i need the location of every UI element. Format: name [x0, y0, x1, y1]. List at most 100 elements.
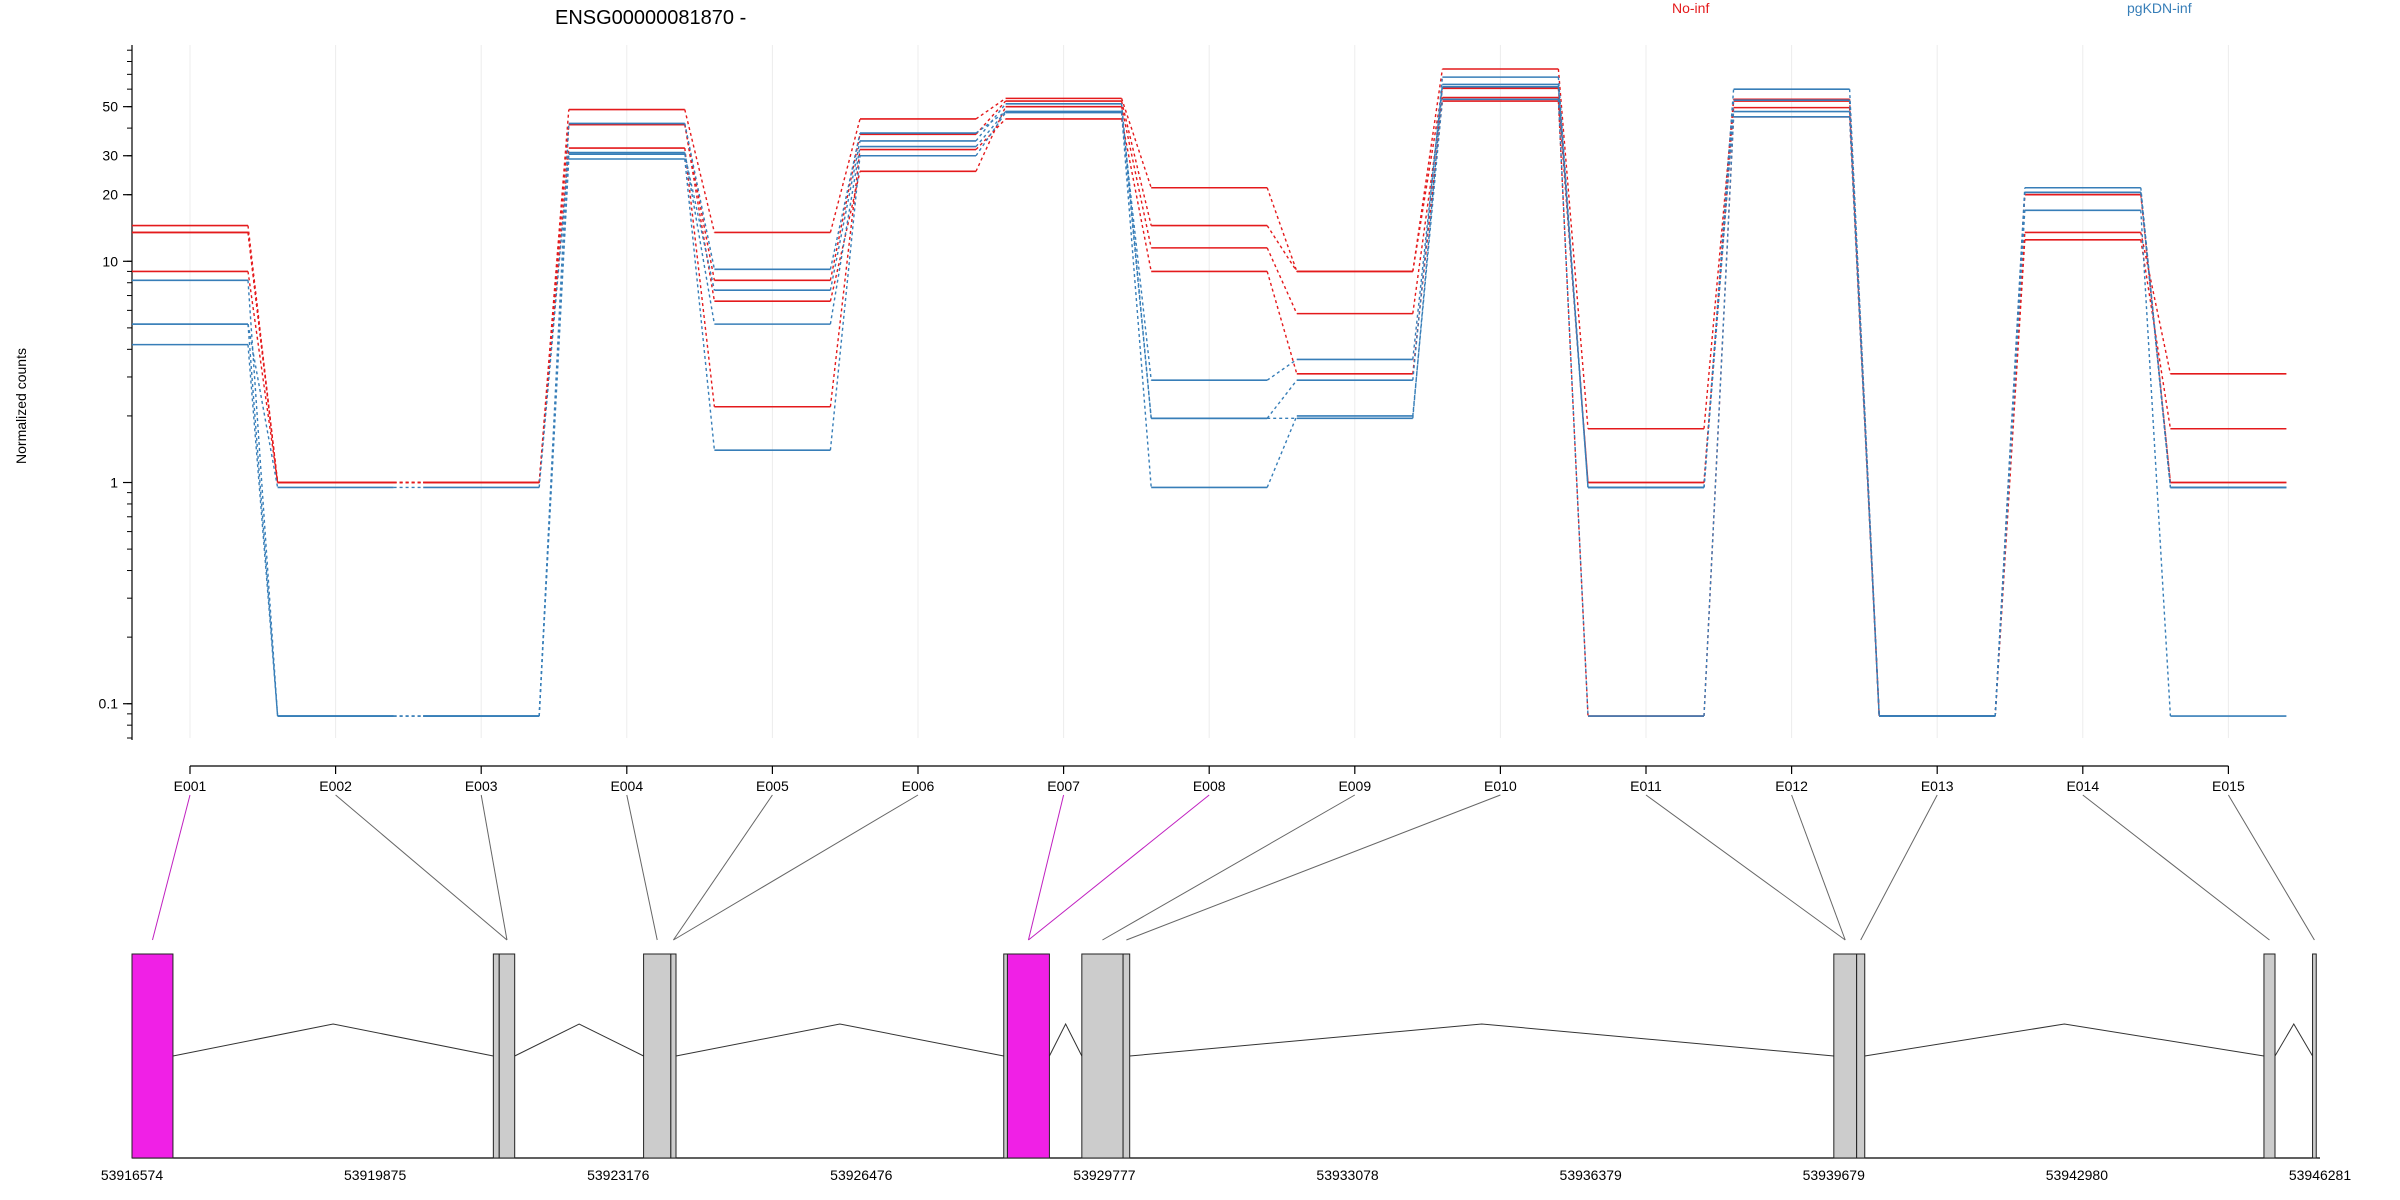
- exon-connector-line: [538, 152, 570, 717]
- exon-connector-line: [1266, 225, 1298, 272]
- y-tick-label: 20: [102, 187, 118, 203]
- series-pgkdn-inf-7: [132, 85, 2287, 717]
- exon-connector-line: [247, 271, 279, 483]
- intron-line: [172, 1023, 494, 1057]
- genomic-coordinate-label: 53939679: [1803, 1167, 1866, 1183]
- exon-mapping-line: [2227, 794, 2315, 941]
- exon-connector-line: [1848, 100, 1880, 717]
- exon-connector-line: [1994, 239, 2026, 717]
- exon-connector-line: [1848, 116, 1880, 717]
- exon-connector-line: [538, 124, 570, 483]
- x-tick-label-e005: E005: [756, 778, 789, 794]
- y-tick-label: 0.1: [99, 696, 119, 712]
- exon-mapping-line: [1126, 794, 1501, 941]
- exon-connector-line: [1557, 77, 1589, 488]
- x-tick-label-e009: E009: [1338, 778, 1371, 794]
- exon-connector-line: [1120, 106, 1152, 249]
- exon-connector-line: [1412, 77, 1444, 381]
- exon-connector-line: [247, 280, 279, 717]
- exon-box-e006: [1003, 953, 1008, 1159]
- exon-mapping-line: [626, 794, 658, 941]
- exon-connector-line: [975, 103, 1007, 142]
- x-tick-label-e004: E004: [610, 778, 643, 794]
- exon-box-e009: [1122, 953, 1131, 1159]
- legend-label-pgkdn-inf: pgKDN-inf: [2127, 0, 2192, 16]
- exon-connector-line: [829, 132, 861, 270]
- exon-box-e002: [492, 953, 500, 1159]
- x-tick-label-e011: E011: [1630, 778, 1662, 794]
- exon-connector-line: [1703, 100, 1735, 488]
- y-tick-label: 30: [102, 148, 118, 164]
- genomic-coordinate-label: 53926476: [830, 1167, 893, 1183]
- exon-connector-line: [1557, 86, 1589, 488]
- exon-mapping-line: [151, 794, 191, 941]
- genomic-coordinate-label: 53942980: [2046, 1167, 2109, 1183]
- exon-connector-line: [1120, 112, 1152, 488]
- exon-connector-line: [829, 134, 861, 281]
- intron-line: [514, 1023, 644, 1057]
- exon-connector-line: [247, 344, 279, 717]
- y-tick-label: 50: [102, 99, 118, 115]
- exon-connector-line: [1412, 88, 1444, 272]
- genomic-coordinate-label: 53919875: [344, 1167, 407, 1183]
- exon-connector-line: [829, 140, 861, 291]
- exon-connector-line: [1120, 118, 1152, 272]
- exon-connector-line: [1266, 379, 1298, 419]
- exon-connector-line: [538, 124, 570, 483]
- exon-mapping-line: [1645, 794, 1846, 941]
- exon-connector-line: [975, 106, 1007, 172]
- exon-connector-line: [684, 154, 716, 291]
- genomic-coordinate-label: 53923176: [587, 1167, 650, 1183]
- exon-connector-line: [1557, 101, 1589, 717]
- exon-connector-line: [1266, 415, 1298, 488]
- exon-connector-line: [2140, 239, 2172, 429]
- exon-connector-line: [1703, 116, 1735, 717]
- exon-connector-line: [684, 152, 716, 325]
- exon-connector-line: [1557, 99, 1589, 717]
- x-tick-label-e002: E002: [319, 778, 352, 794]
- exon-connector-line: [829, 155, 861, 451]
- intron-line: [2274, 1023, 2313, 1057]
- y-tick-label: 1: [110, 475, 118, 491]
- exon-connector-line: [1266, 247, 1298, 314]
- genomic-coordinate-label: 53946281: [2289, 1167, 2352, 1183]
- exon-connector-line: [1703, 99, 1735, 429]
- x-tick-label-e010: E010: [1484, 778, 1517, 794]
- x-tick-label-e015: E015: [2212, 778, 2245, 794]
- exon-box-e004: [643, 953, 672, 1159]
- exon-connector-line: [684, 158, 716, 451]
- exon-connector-line: [975, 118, 1007, 151]
- exon-connector-line: [1848, 116, 1880, 717]
- exon-connector-line: [2140, 232, 2172, 374]
- exon-box-e008: [1081, 953, 1124, 1159]
- exon-connector-line: [247, 323, 279, 488]
- exon-box-e001: [131, 953, 174, 1159]
- x-tick-label-e012: E012: [1775, 778, 1808, 794]
- exon-box-e013: [2312, 953, 2317, 1159]
- series-lines: [132, 68, 2287, 717]
- x-tick-label-e003: E003: [465, 778, 498, 794]
- gridlines: [189, 45, 2229, 738]
- y-axis-label: Normalized counts: [13, 348, 29, 464]
- exon-connector-line: [2140, 210, 2172, 717]
- exon-connector-lines: [151, 794, 2315, 941]
- exon-mapping-line: [480, 794, 508, 941]
- exon-mapping-line: [335, 794, 508, 941]
- y-tick-label: 10: [102, 253, 118, 269]
- x-tick-label-e006: E006: [902, 778, 935, 794]
- x-tick-label-e014: E014: [2066, 778, 2099, 794]
- exon-connector-line: [684, 147, 716, 407]
- intron-line: [1864, 1023, 2265, 1057]
- chart-title: ENSG00000081870 -: [555, 7, 746, 29]
- exon-box-e003: [498, 953, 516, 1159]
- axes: 0.1 1 10 20 30 50 E001 E002 E003 E004 E005 E006 E007…: [99, 45, 2245, 794]
- exon-connector-line: [975, 111, 1007, 134]
- exon-connector-line: [975, 112, 1007, 157]
- exon-box-e010: [1833, 953, 1858, 1159]
- exon-mapping-line: [1028, 794, 1210, 941]
- exon-connector-line: [1412, 86, 1444, 419]
- exon-connector-line: [975, 111, 1007, 148]
- exon-connector-line: [829, 149, 861, 407]
- exon-connector-line: [975, 97, 1006, 120]
- exon-box-e012: [2263, 953, 2276, 1159]
